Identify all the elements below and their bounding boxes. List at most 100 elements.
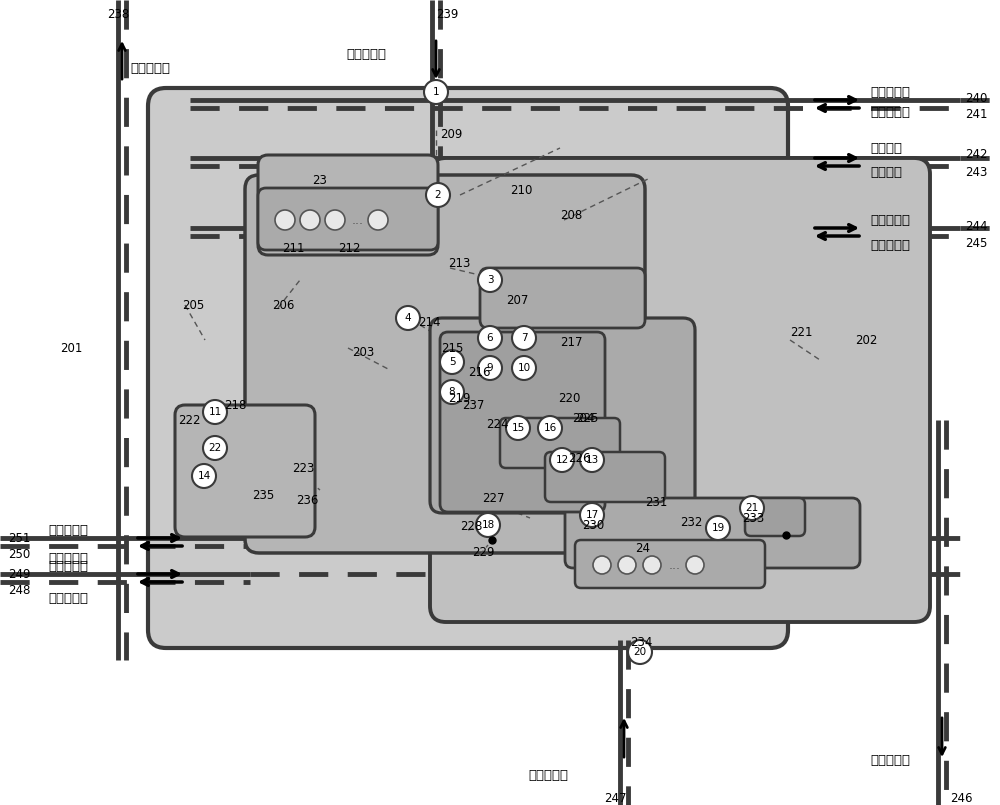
- Text: 225: 225: [576, 411, 598, 424]
- Text: 250: 250: [8, 547, 30, 560]
- Text: 228: 228: [460, 519, 482, 532]
- Text: 234: 234: [630, 635, 652, 649]
- Text: 21: 21: [745, 503, 759, 513]
- Circle shape: [550, 448, 574, 472]
- Circle shape: [618, 556, 636, 574]
- Text: 3: 3: [487, 275, 493, 285]
- Text: 17: 17: [585, 510, 599, 520]
- Text: 240: 240: [965, 92, 987, 105]
- Circle shape: [706, 516, 730, 540]
- Circle shape: [476, 513, 500, 537]
- Text: 251: 251: [8, 531, 30, 544]
- Text: 东方向输入: 东方向输入: [870, 238, 910, 251]
- FancyBboxPatch shape: [245, 175, 645, 553]
- FancyBboxPatch shape: [480, 268, 645, 328]
- Text: 北方向输入: 北方向输入: [346, 48, 386, 61]
- Text: 2: 2: [435, 190, 441, 200]
- Text: 本地注入: 本地注入: [870, 166, 902, 179]
- Circle shape: [396, 306, 420, 330]
- Text: 202: 202: [855, 333, 877, 346]
- Text: 205: 205: [182, 299, 204, 312]
- Circle shape: [300, 210, 320, 230]
- Text: 北方向输出: 北方向输出: [130, 61, 170, 75]
- Circle shape: [643, 556, 661, 574]
- FancyBboxPatch shape: [430, 318, 695, 513]
- Text: 24: 24: [635, 542, 650, 555]
- Circle shape: [593, 556, 611, 574]
- Text: 236: 236: [296, 493, 318, 506]
- Text: 8: 8: [449, 387, 455, 397]
- Text: 217: 217: [560, 336, 582, 349]
- Text: 东方向输出: 东方向输出: [870, 213, 910, 226]
- Text: 12: 12: [555, 455, 569, 465]
- Text: 209: 209: [440, 129, 462, 142]
- Text: 232: 232: [680, 515, 702, 529]
- Text: 201: 201: [60, 341, 82, 354]
- Text: 242: 242: [965, 148, 988, 162]
- Circle shape: [538, 416, 562, 440]
- Text: 244: 244: [965, 220, 988, 233]
- Text: 224: 224: [486, 418, 509, 431]
- Text: 237: 237: [462, 398, 484, 411]
- Text: 23: 23: [312, 174, 327, 187]
- Text: 11: 11: [208, 407, 222, 417]
- Circle shape: [512, 356, 536, 380]
- Text: 207: 207: [506, 294, 528, 307]
- Text: 20: 20: [633, 647, 647, 657]
- Circle shape: [440, 350, 464, 374]
- Circle shape: [424, 80, 448, 104]
- Circle shape: [628, 640, 652, 664]
- FancyBboxPatch shape: [745, 498, 805, 536]
- Circle shape: [478, 268, 502, 292]
- Text: 210: 210: [510, 184, 532, 196]
- Text: 223: 223: [292, 461, 314, 474]
- Text: 上方向输入: 上方向输入: [870, 105, 910, 118]
- FancyBboxPatch shape: [545, 452, 665, 502]
- Text: 本地输出: 本地输出: [870, 142, 902, 155]
- Circle shape: [368, 210, 388, 230]
- FancyBboxPatch shape: [500, 418, 620, 468]
- Text: 19: 19: [711, 523, 725, 533]
- Text: 208: 208: [560, 208, 582, 221]
- Text: 219: 219: [448, 391, 471, 404]
- Text: 221: 221: [790, 325, 812, 338]
- FancyBboxPatch shape: [430, 158, 930, 622]
- Text: 235: 235: [252, 489, 274, 502]
- Text: 233: 233: [742, 511, 764, 525]
- Text: 213: 213: [448, 257, 470, 270]
- Circle shape: [478, 326, 502, 350]
- FancyBboxPatch shape: [175, 405, 315, 537]
- Text: 246: 246: [950, 791, 972, 804]
- Text: 南方向输入: 南方向输入: [528, 769, 568, 782]
- Text: 6: 6: [487, 333, 493, 343]
- Text: 218: 218: [224, 398, 246, 411]
- Circle shape: [426, 183, 450, 207]
- Text: 203: 203: [352, 345, 374, 358]
- Text: 13: 13: [585, 455, 599, 465]
- Text: 上方向输出: 上方向输出: [870, 85, 910, 98]
- Text: ...: ...: [352, 213, 364, 226]
- Text: 220: 220: [558, 391, 580, 404]
- Text: 216: 216: [468, 365, 490, 378]
- Circle shape: [580, 448, 604, 472]
- Text: ...: ...: [669, 559, 681, 572]
- Text: 204: 204: [572, 411, 594, 424]
- Text: 214: 214: [418, 316, 440, 328]
- Text: 215: 215: [441, 341, 463, 354]
- Text: 下方向输出: 下方向输出: [48, 592, 88, 605]
- Text: 245: 245: [965, 237, 987, 250]
- Circle shape: [478, 356, 502, 380]
- Text: 22: 22: [208, 443, 222, 453]
- Circle shape: [740, 496, 764, 520]
- Text: 247: 247: [604, 791, 626, 804]
- Circle shape: [325, 210, 345, 230]
- Text: 10: 10: [517, 363, 531, 373]
- Text: 241: 241: [965, 109, 988, 122]
- Text: 227: 227: [482, 492, 505, 505]
- Text: 南方向输出: 南方向输出: [870, 753, 910, 766]
- Circle shape: [580, 503, 604, 527]
- Text: 西方向输出: 西方向输出: [48, 551, 88, 564]
- Text: 15: 15: [511, 423, 525, 433]
- Text: 211: 211: [282, 242, 304, 254]
- Text: 230: 230: [582, 518, 604, 531]
